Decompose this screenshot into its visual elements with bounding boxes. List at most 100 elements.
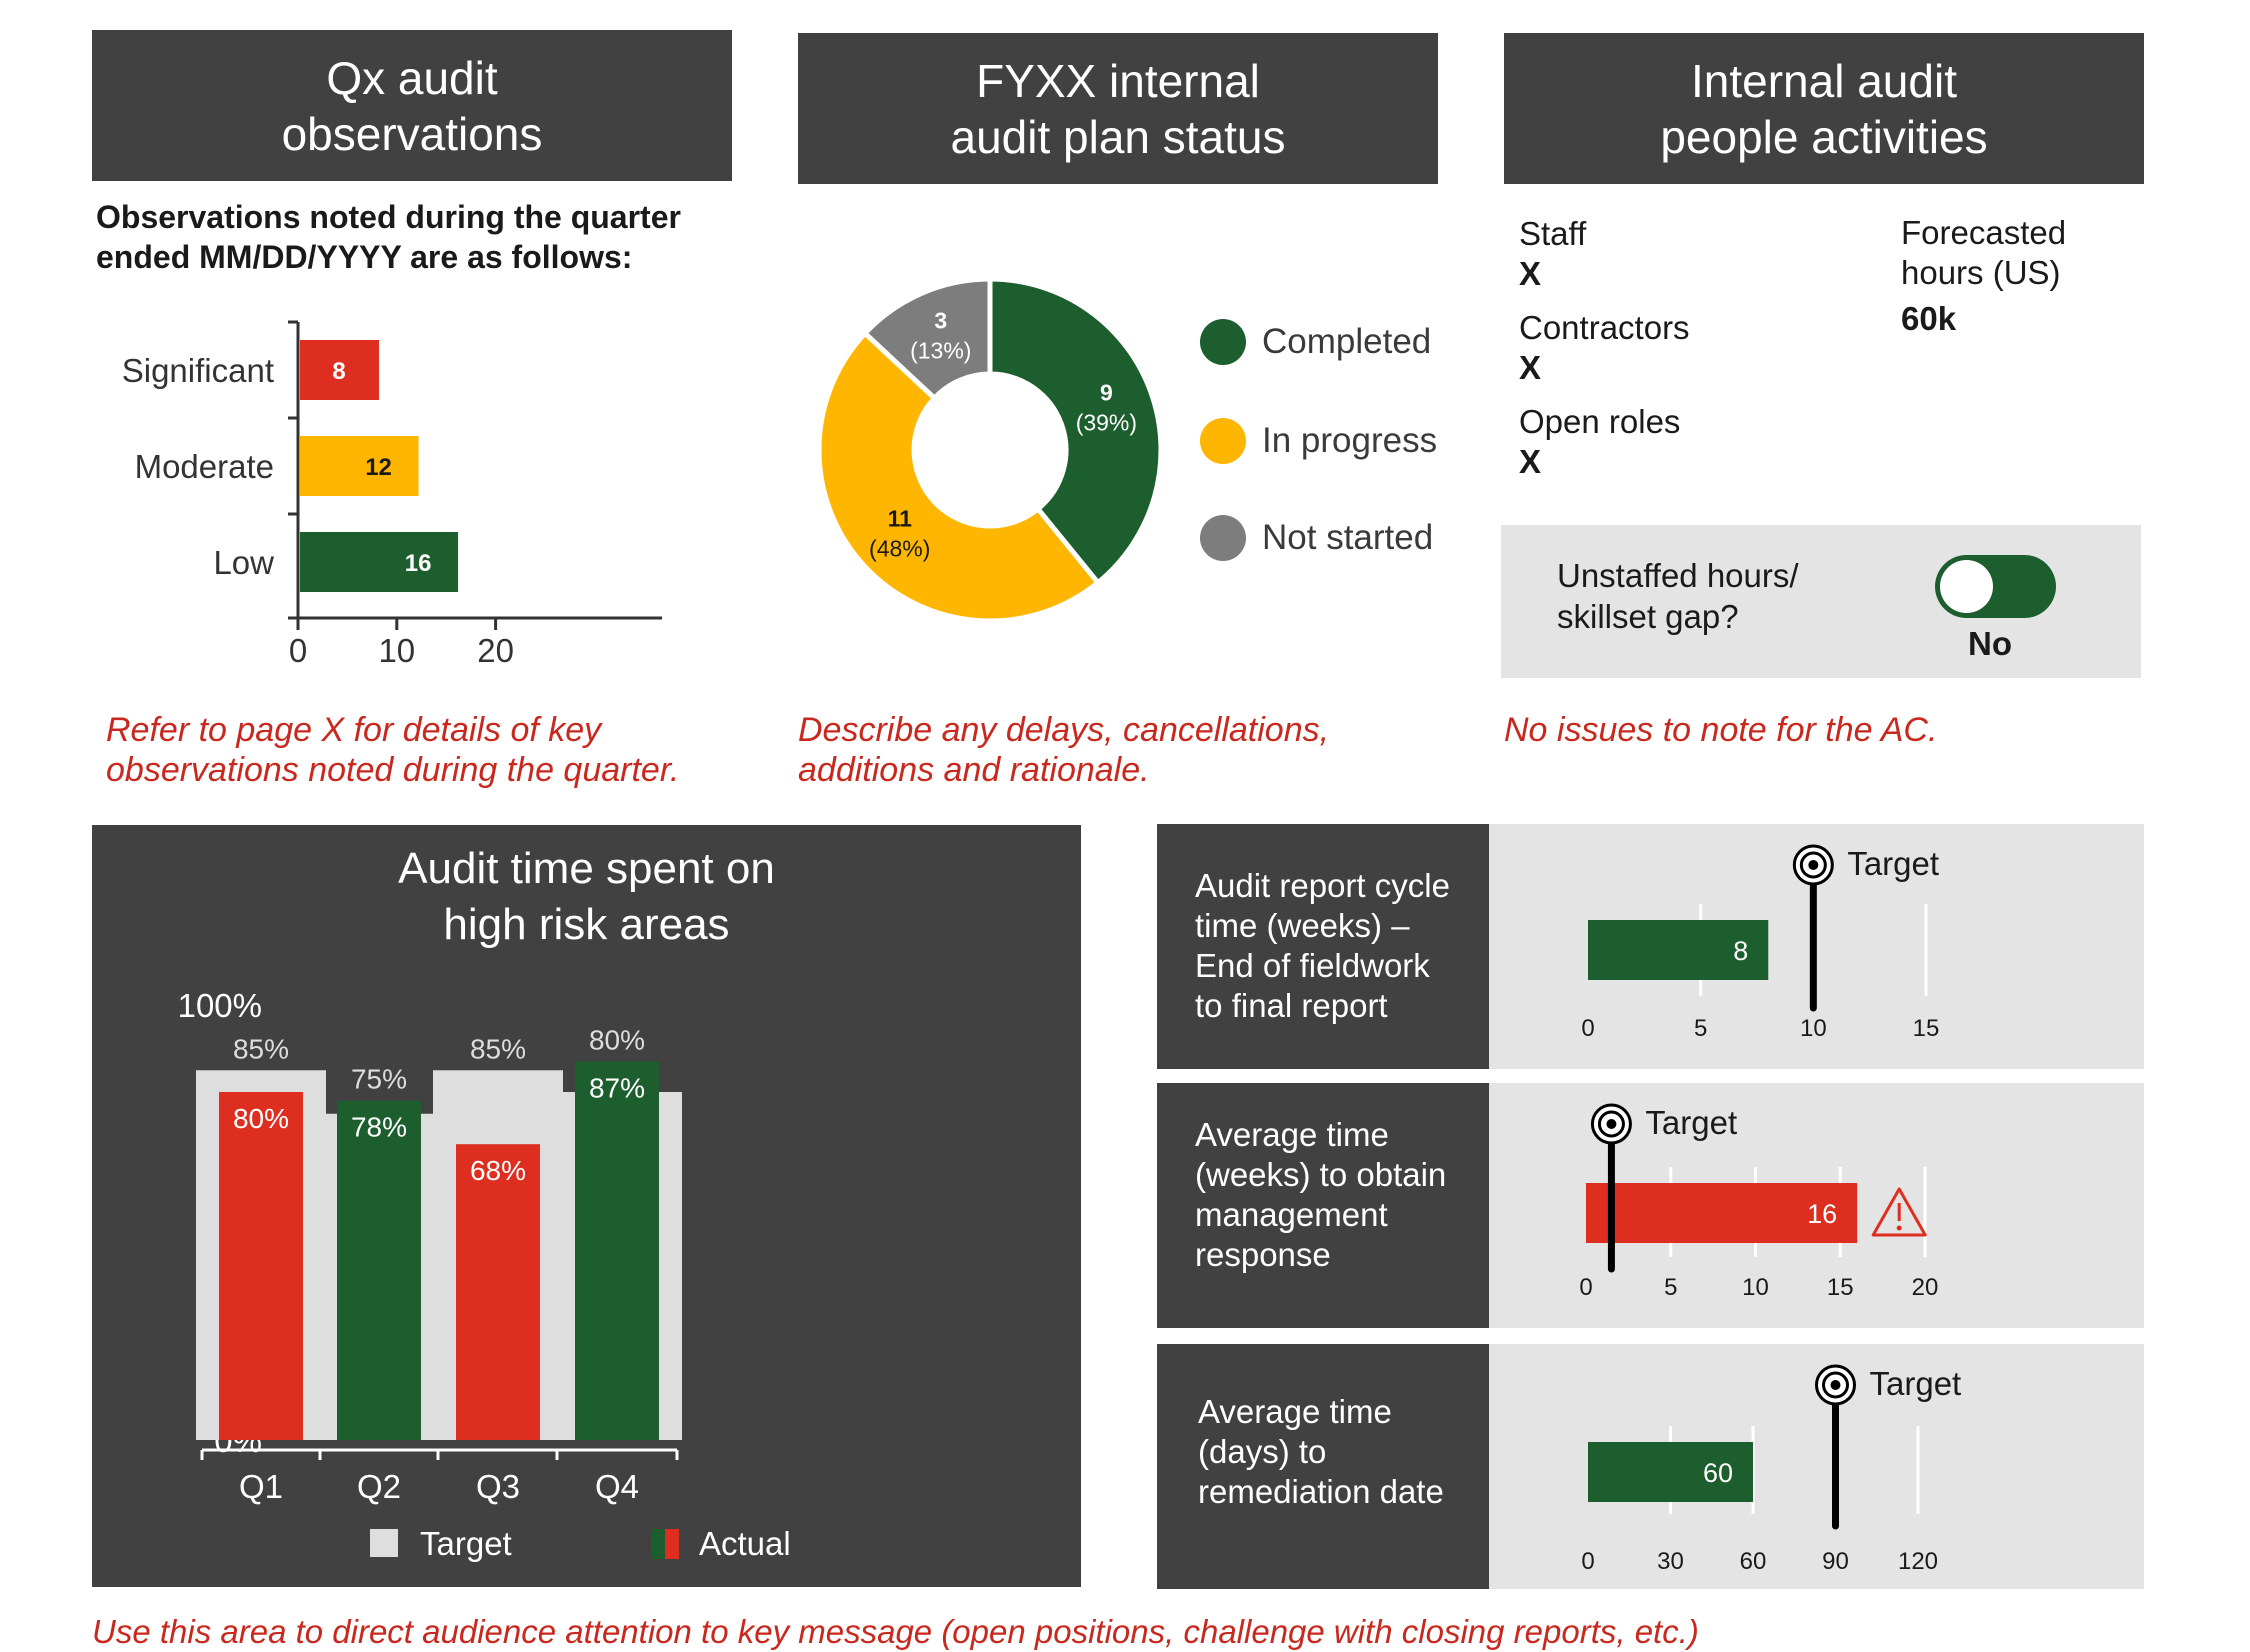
donut-percent-label: (39%) — [1076, 410, 1137, 436]
high-risk-title: Audit time spent on high risk areas — [398, 844, 775, 949]
kpi-value-bar — [1586, 1183, 1858, 1243]
kpi-tick-label: 15 — [1827, 1274, 1854, 1301]
people-header: Internal audit people activities — [1504, 33, 2144, 184]
obs-category-label: Low — [213, 544, 274, 581]
hr-target-label: 80% — [589, 1025, 645, 1056]
hr-actual-label: 78% — [351, 1112, 407, 1143]
kpi-tick-label: 120 — [1898, 1548, 1938, 1575]
hr-category-label: Q2 — [357, 1468, 401, 1505]
kpi-cycle-time-label-box: Audit report cycle time (weeks) – End of… — [1157, 824, 1489, 1069]
contractors-label: Contractors — [1519, 309, 1690, 346]
kpi-value-label: 16 — [1807, 1199, 1837, 1229]
staff-value: X — [1519, 255, 1542, 292]
hr-category-label: Q3 — [476, 1468, 520, 1505]
kpi-target-label: Target — [1645, 1104, 1737, 1141]
skill-gap-value: No — [1968, 625, 2012, 662]
legend-not-started-label: Not started — [1262, 518, 1434, 557]
kpi-value-bar — [1588, 920, 1769, 980]
forecast-value: 60k — [1901, 300, 1957, 337]
hr-actual-bar — [219, 1092, 303, 1440]
kpi-remediation-chart: 0 30 60 90 120 60 Target — [1581, 1364, 1962, 1575]
hr-actual-bar — [575, 1061, 659, 1440]
plan-note: Describe any delays, cancellations, addi… — [798, 711, 1330, 789]
hr-target-label: 85% — [233, 1033, 289, 1064]
observations-intro: Observations noted during the quarter en… — [96, 199, 681, 275]
obs-x-tick-label: 20 — [477, 632, 514, 669]
legend-in-progress: In progress — [1200, 418, 1437, 464]
obs-bar-label: 12 — [365, 454, 392, 481]
hr-actual-bar — [337, 1100, 421, 1440]
open-roles-label: Open roles — [1519, 403, 1681, 440]
plan-header-title: FYXX internal audit plan status — [950, 54, 1286, 163]
high-risk-chart: 0%20%40%60%80%100%85%80%Q175%78%Q285%68%… — [178, 987, 791, 1562]
observations-header-title: Qx audit observations — [281, 51, 543, 160]
observations-header: Qx audit observations — [92, 30, 732, 181]
obs-bar-label: 16 — [405, 550, 432, 577]
kpi-value-label: 60 — [1703, 1458, 1733, 1488]
kpi-tick-label: 30 — [1657, 1548, 1684, 1575]
hr-target-label: 85% — [470, 1033, 526, 1064]
plan-header: FYXX internal audit plan status — [798, 33, 1438, 184]
kpi-remediation-title: Average time (days) to remediation date — [1198, 1393, 1444, 1510]
donut-value-label: 11 — [888, 505, 913, 531]
kpi-cycle-time-chart: 0 5 10 15 8 Target — [1581, 844, 1939, 1042]
hr-legend-target-swatch — [370, 1529, 398, 1557]
kpi-remediation-label-box: Average time (days) to remediation date — [1157, 1344, 1489, 1589]
kpi-target-label: Target — [1870, 1365, 1962, 1402]
kpi-tick-label: 90 — [1822, 1548, 1849, 1575]
legend-not-started-swatch — [1200, 515, 1246, 561]
staff-label: Staff — [1519, 215, 1587, 252]
contractors-value: X — [1519, 349, 1542, 386]
kpi-mgmt-response-chart: 0 5 10 15 20 16 Target — [1579, 1103, 1938, 1301]
hr-category-label: Q4 — [595, 1468, 639, 1505]
legend-in-progress-swatch — [1200, 418, 1246, 464]
hr-legend-target-label: Target — [420, 1525, 512, 1562]
skill-gap-toggle[interactable] — [1935, 555, 2056, 618]
target-icon — [1792, 844, 1834, 886]
legend-completed: Completed — [1200, 319, 1431, 365]
plan-donut-chart: 9 (39%) 11 (48%) 3 (13%) — [816, 276, 1164, 624]
open-roles-value: X — [1519, 443, 1542, 480]
skill-gap-box: Unstaffed hours/ skillset gap? No — [1501, 525, 2141, 678]
hr-y-tick-label: 100% — [178, 987, 262, 1024]
observations-note: Refer to page X for details of key obser… — [106, 711, 680, 789]
kpi-target-label: Target — [1847, 845, 1939, 882]
hr-actual-bar — [456, 1144, 540, 1440]
donut-value-label: 9 — [1100, 380, 1113, 406]
donut-value-label: 3 — [934, 308, 947, 334]
people-note: No issues to note for the AC. — [1504, 711, 1938, 749]
warning-icon — [1871, 1187, 1927, 1237]
hr-category-label: Q1 — [239, 1468, 283, 1505]
kpi-row-cycle-time: Audit report cycle time (weeks) – End of… — [1157, 824, 2144, 1069]
hr-actual-label: 87% — [589, 1073, 645, 1104]
kpi-tick-label: 5 — [1664, 1274, 1677, 1301]
forecast-label: Forecasted hours (US) — [1901, 214, 2067, 291]
legend-completed-swatch — [1200, 319, 1246, 365]
observations-chart: 0 10 20 Significant 8 Moderate 12 Low 16 — [122, 320, 662, 669]
donut-slice-not-started — [861, 276, 993, 402]
target-icon — [1590, 1103, 1632, 1145]
people-header-title: Internal audit people activities — [1660, 54, 1988, 163]
kpi-tick-label: 60 — [1740, 1548, 1767, 1575]
obs-category-label: Moderate — [135, 448, 274, 485]
kpi-mgmt-response-label-box: Average time (weeks) to obtain managemen… — [1157, 1083, 1489, 1328]
legend-in-progress-label: In progress — [1262, 421, 1438, 460]
hr-legend-actual-swatch-red — [665, 1529, 679, 1559]
obs-x-tick-label: 10 — [378, 632, 415, 669]
obs-bar — [300, 532, 459, 592]
donut-percent-label: (13%) — [910, 338, 971, 364]
toggle-knob — [1940, 560, 1993, 613]
skill-gap-label: Unstaffed hours/ skillset gap? — [1557, 557, 1799, 635]
hr-legend-actual-swatch-green — [651, 1529, 665, 1559]
kpi-mgmt-response-title: Average time (weeks) to obtain managemen… — [1195, 1116, 1447, 1273]
obs-bar — [300, 340, 380, 400]
footer-note: Use this area to direct audience attenti… — [92, 1613, 1699, 1650]
kpi-cycle-time-title: Audit report cycle time (weeks) – End of… — [1195, 867, 1450, 1024]
kpi-value-label: 8 — [1733, 936, 1748, 966]
kpi-tick-label: 0 — [1579, 1274, 1592, 1301]
obs-category-label: Significant — [122, 352, 274, 389]
kpi-row-mgmt-response: Average time (weeks) to obtain managemen… — [1157, 1083, 2144, 1328]
kpi-tick-label: 10 — [1800, 1015, 1827, 1042]
obs-bar-label: 8 — [332, 358, 345, 385]
kpi-tick-label: 5 — [1694, 1015, 1707, 1042]
